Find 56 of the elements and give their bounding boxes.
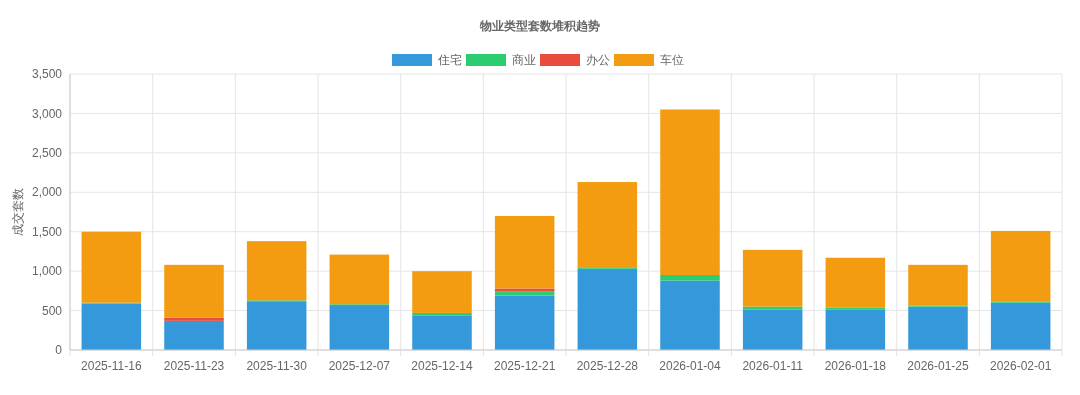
bar: [246, 241, 307, 301]
x-tick-label: 2025-12-14: [411, 359, 474, 373]
bar: [494, 215, 555, 289]
x-tick-label: 2025-12-07: [328, 359, 391, 373]
x-tick-label: 2025-12-21: [493, 359, 556, 373]
x-tick-label: 2026-01-11: [742, 359, 804, 373]
bar: [494, 295, 555, 350]
bar: [660, 109, 720, 276]
bar: [494, 288, 555, 292]
bar: [660, 280, 720, 350]
x-tick-label: 2025-11-16: [81, 359, 142, 373]
x-tick-label: 2025-11-23: [163, 359, 225, 373]
x-tick-label: 2026-01-25: [907, 359, 970, 373]
y-tick-label: 1,000: [31, 264, 63, 279]
x-tick-label: 2026-01-04: [659, 359, 722, 373]
chart-title: 物业类型套数堆积趋势: [479, 19, 600, 33]
y-tick-label: 500: [41, 303, 63, 318]
bar: [660, 275, 720, 281]
bar: [908, 264, 968, 306]
y-tick-label: 3,000: [31, 106, 63, 121]
bar: [990, 230, 1051, 302]
legend-label: 商业: [512, 53, 536, 68]
bar: [81, 231, 142, 303]
y-tick-label: 2,500: [31, 146, 63, 161]
x-tick-label: 2026-02-01: [989, 359, 1052, 373]
legend-label: 车位: [660, 53, 684, 68]
x-tick-label: 2025-11-30: [246, 359, 308, 373]
bar: [329, 254, 390, 305]
bar: [577, 268, 638, 350]
bar: [81, 303, 142, 350]
bar: [825, 257, 886, 308]
bar: [164, 320, 224, 350]
bar: [990, 302, 1051, 350]
bar: [825, 307, 886, 310]
bar: [412, 315, 472, 350]
bar: [246, 301, 307, 350]
bar: [164, 264, 224, 318]
bar: [412, 271, 472, 313]
x-tick-label: 2026-01-18: [824, 359, 887, 373]
bar: [908, 306, 968, 350]
bar: [577, 182, 638, 268]
y-tick-label: 3,500: [31, 67, 63, 82]
bar: [164, 317, 224, 321]
y-tick-label: 0: [55, 343, 63, 358]
bar: [742, 309, 803, 350]
y-axis-title: 成交套数: [11, 188, 25, 236]
legend-label: 住宅: [437, 53, 462, 68]
y-tick-label: 1,500: [31, 224, 63, 239]
bar: [494, 291, 555, 296]
bar: [742, 249, 803, 307]
legend-label: 办公: [586, 53, 610, 68]
bar: [825, 309, 886, 350]
y-tick-label: 2,000: [31, 185, 63, 200]
x-tick-label: 2025-12-28: [576, 359, 639, 373]
bar: [329, 305, 390, 350]
bar: [742, 306, 803, 310]
